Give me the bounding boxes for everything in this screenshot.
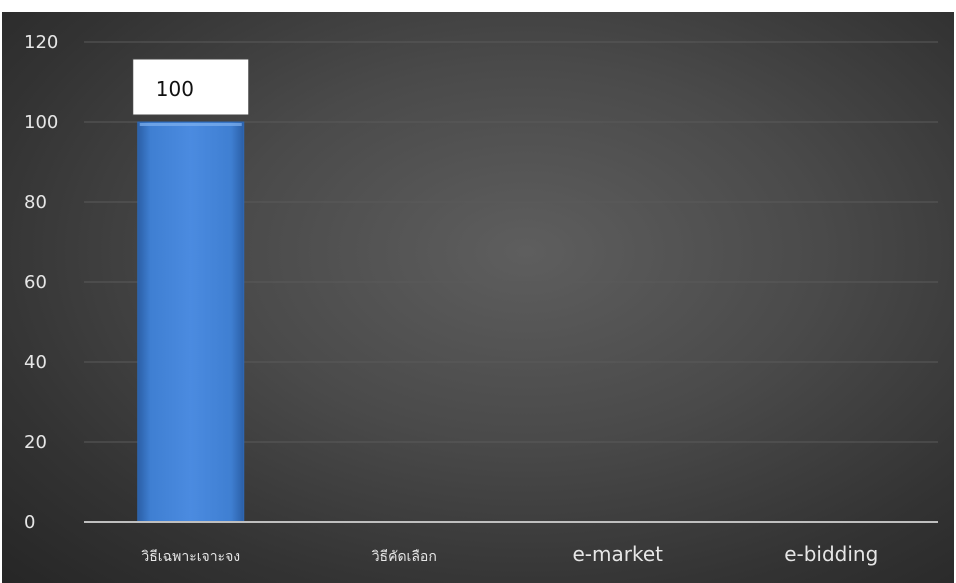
bar [137, 121, 245, 523]
x-axis: วิธีเฉพาะเจาะจง วิธีคัดเลือก e-market e-bid… [84, 521, 938, 566]
data-label: 100 [156, 77, 194, 101]
x-tick-label: วิธีคัดเลือก [372, 549, 437, 565]
y-axis: 0 20 40 60 80 100 120 [24, 32, 58, 533]
y-tick-label: 20 [24, 432, 47, 453]
bar-highlight [139, 123, 242, 126]
y-tick-label: 80 [24, 192, 47, 213]
x-tick-label: e-market [573, 542, 664, 566]
y-tick-label: 60 [24, 272, 47, 293]
y-tick-label: 40 [24, 352, 47, 373]
x-tick-label: วิธีเฉพาะเจาะจง [141, 549, 240, 565]
bars [137, 121, 245, 523]
y-tick-label: 100 [24, 112, 58, 133]
data-label-box [132, 58, 250, 116]
data-labels: 100 [132, 58, 250, 116]
y-tick-label: 0 [24, 512, 35, 533]
x-tick-label: e-bidding [784, 542, 878, 566]
y-tick-label: 120 [24, 32, 58, 53]
